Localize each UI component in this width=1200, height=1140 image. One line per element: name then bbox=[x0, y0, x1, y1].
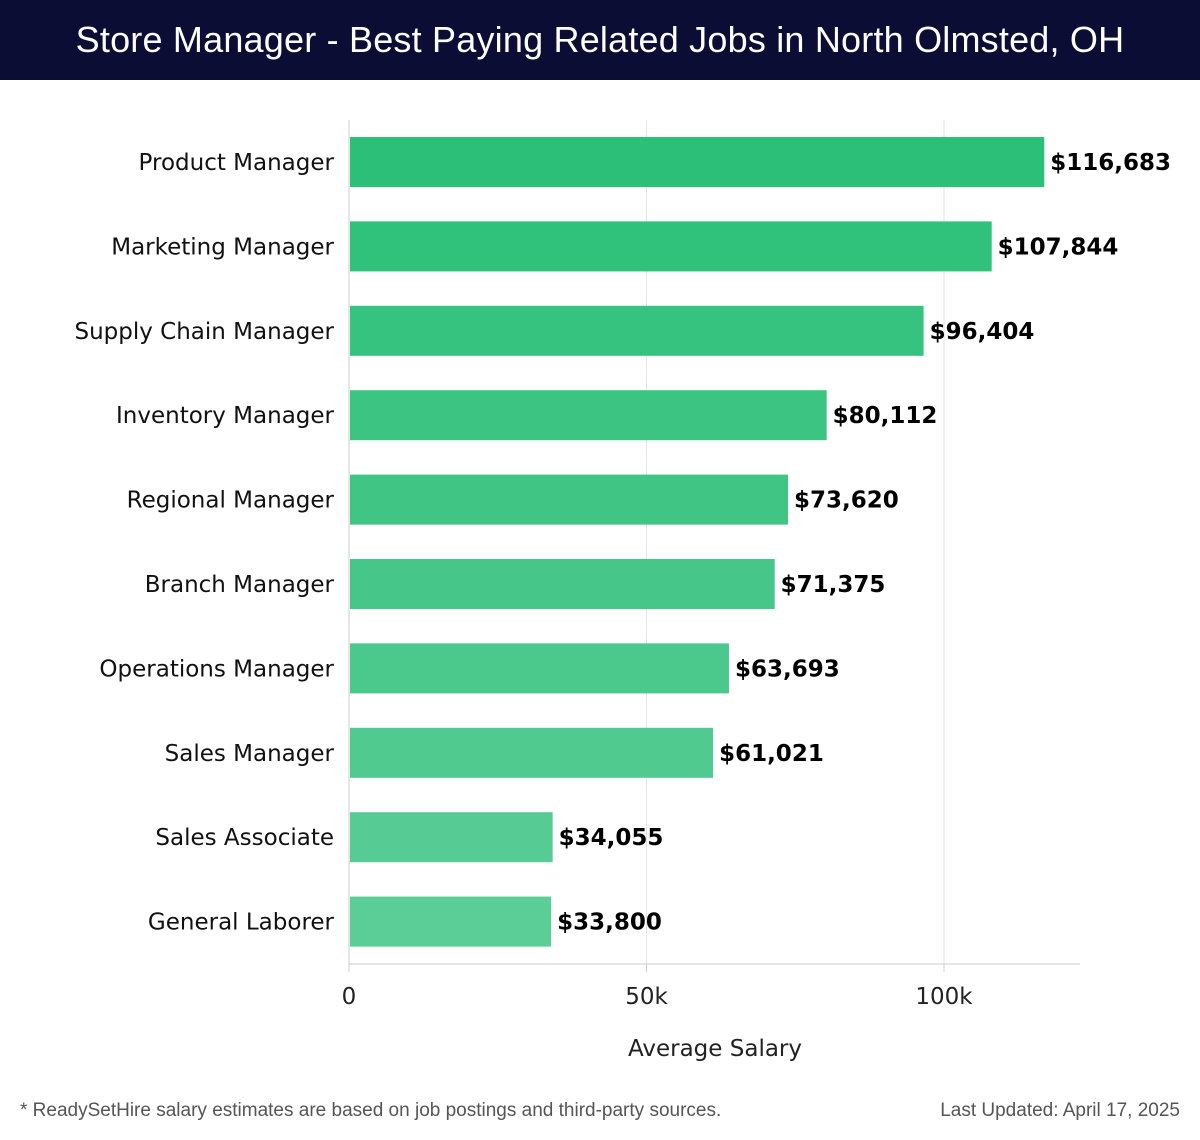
value-label: $61,021 bbox=[719, 741, 824, 767]
category-label: Inventory Manager bbox=[116, 403, 335, 429]
footer-note: * ReadySetHire salary estimates are base… bbox=[20, 1100, 722, 1121]
labels-layer: Product Manager $116,683 Marketing Manager… bbox=[74, 150, 1171, 936]
x-tick-label: 0 bbox=[342, 984, 357, 1010]
value-label: $107,844 bbox=[998, 234, 1119, 260]
bars-layer bbox=[350, 137, 1045, 947]
x-tick-label: 100k bbox=[915, 984, 973, 1010]
category-label: Sales Associate bbox=[155, 825, 334, 851]
bar bbox=[350, 812, 553, 863]
bar bbox=[350, 896, 552, 947]
value-label: $73,620 bbox=[794, 488, 899, 514]
value-label: $71,375 bbox=[781, 572, 886, 598]
category-label: Operations Manager bbox=[99, 656, 334, 682]
value-label: $80,112 bbox=[833, 403, 938, 429]
bar bbox=[350, 390, 827, 441]
chart-title: Store Manager - Best Paying Related Jobs… bbox=[75, 19, 1125, 60]
x-tick-label: 50k bbox=[625, 984, 668, 1010]
value-label: $33,800 bbox=[557, 910, 662, 936]
bar bbox=[350, 727, 714, 778]
value-label: $116,683 bbox=[1050, 150, 1171, 176]
category-label: Sales Manager bbox=[165, 741, 335, 767]
bar-chart: Product Manager $116,683 Marketing Manager… bbox=[74, 120, 1171, 1062]
category-label: Marketing Manager bbox=[111, 234, 334, 260]
value-label: $63,693 bbox=[735, 656, 840, 682]
bar bbox=[350, 643, 729, 694]
bar bbox=[350, 474, 789, 525]
category-label: Regional Manager bbox=[127, 488, 335, 514]
title-bar: Store Manager - Best Paying Related Jobs… bbox=[0, 0, 1200, 80]
axis-layer: 0 50k 100k bbox=[342, 120, 1080, 1010]
category-label: Supply Chain Manager bbox=[74, 319, 334, 345]
value-label: $96,404 bbox=[930, 319, 1035, 345]
value-label: $34,055 bbox=[559, 825, 664, 851]
bar bbox=[350, 221, 992, 272]
category-label: General Laborer bbox=[148, 910, 335, 936]
category-label: Product Manager bbox=[139, 150, 335, 176]
bar bbox=[350, 137, 1045, 187]
bar bbox=[350, 305, 924, 356]
footer-updated: Last Updated: April 17, 2025 bbox=[940, 1100, 1180, 1121]
category-label: Branch Manager bbox=[145, 572, 335, 598]
bar bbox=[350, 559, 775, 609]
x-axis-title: Average Salary bbox=[628, 1036, 802, 1062]
